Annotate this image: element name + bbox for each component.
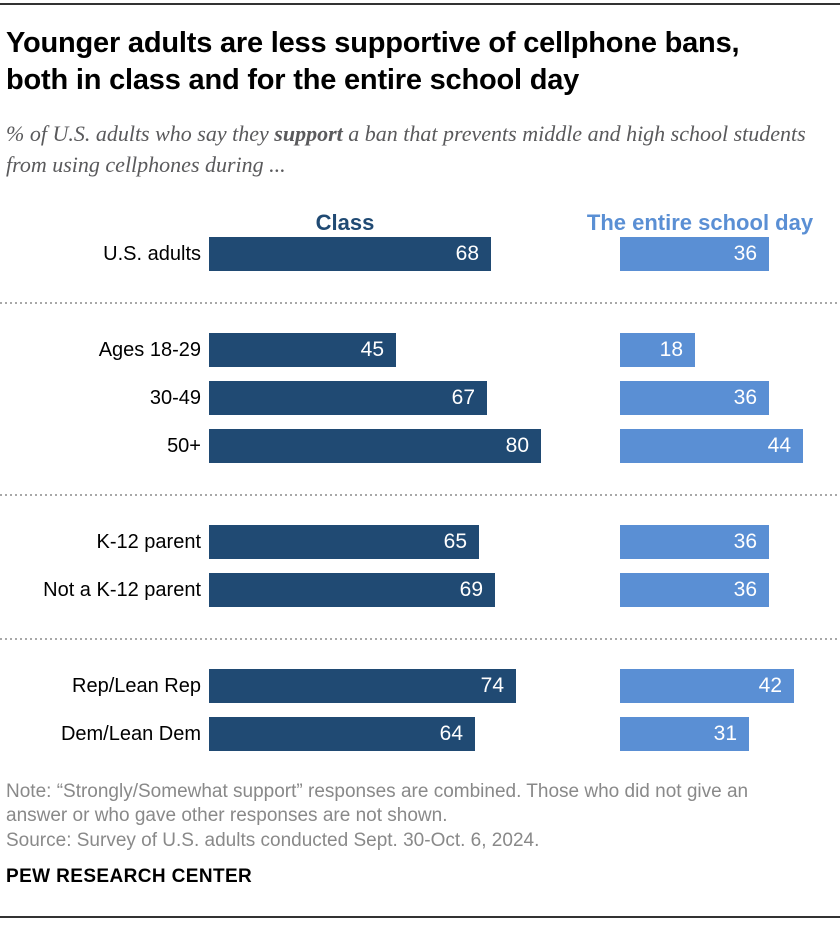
school-day-bar-value: 18 <box>659 338 683 361</box>
class-bar: 69 <box>209 573 495 607</box>
school-day-bar-value: 31 <box>713 722 737 745</box>
class-bar-value: 67 <box>451 386 475 409</box>
subtitle-suffix: a ban that prevents middle and high scho… <box>6 121 806 177</box>
school-day-bar-value: 36 <box>733 530 757 553</box>
row-label: 50+ <box>167 435 201 457</box>
row-label: 30-49 <box>149 387 201 409</box>
chart-row: 30-49 67 36 <box>0 381 840 415</box>
school-day-bar: 31 <box>620 717 749 751</box>
class-bar-value: 65 <box>443 530 467 553</box>
row-label: Ages 18-29 <box>98 339 201 361</box>
school-day-bar-value: 44 <box>767 434 791 457</box>
row-label: K-12 parent <box>96 531 201 553</box>
class-bar: 68 <box>209 237 491 271</box>
class-bar: 80 <box>209 429 541 463</box>
school-day-bar: 44 <box>620 429 803 463</box>
school-day-bar-value: 36 <box>733 386 757 409</box>
class-bar: 65 <box>209 525 479 559</box>
class-bar-value: 45 <box>360 338 384 361</box>
class-bar-value: 64 <box>439 722 463 745</box>
subtitle-bold-word: support <box>274 121 343 146</box>
class-bar-value: 69 <box>459 578 483 601</box>
chart-row: Rep/Lean Rep 74 42 <box>0 669 840 703</box>
school-day-bar: 18 <box>620 333 695 367</box>
group-separator <box>0 302 840 304</box>
column-header-school-day: The entire school day <box>586 210 814 235</box>
chart-row: U.S. adults 68 36 <box>0 237 840 271</box>
row-label: Dem/Lean Dem <box>60 723 201 745</box>
group-separator <box>0 494 840 496</box>
chart-row: Dem/Lean Dem 64 31 <box>0 717 840 751</box>
row-label: Not a K-12 parent <box>43 579 201 601</box>
source-text: Source: Survey of U.S. adults conducted … <box>6 830 540 851</box>
class-bar: 67 <box>209 381 487 415</box>
top-rule <box>0 3 840 5</box>
class-bar: 64 <box>209 717 475 751</box>
school-day-bar: 36 <box>620 525 769 559</box>
school-day-bar: 36 <box>620 381 769 415</box>
group-separator <box>0 638 840 640</box>
chart-row: Not a K-12 parent 69 36 <box>0 573 840 607</box>
school-day-bar: 36 <box>620 573 769 607</box>
column-header-class: Class <box>315 210 375 235</box>
school-day-bar: 36 <box>620 237 769 271</box>
chart-title: Younger adults are less supportive of ce… <box>6 27 740 96</box>
school-day-bar: 42 <box>620 669 794 703</box>
school-day-bar-value: 42 <box>758 674 782 697</box>
class-bar-value: 80 <box>505 434 529 457</box>
class-bar-value: 74 <box>480 674 504 697</box>
subtitle-prefix: % of U.S. adults who say they <box>6 121 275 146</box>
bottom-rule <box>0 916 840 918</box>
row-label: U.S. adults <box>103 243 201 265</box>
chart-subtitle: % of U.S. adults who say they support a … <box>6 118 812 180</box>
row-label: Rep/Lean Rep <box>72 675 201 697</box>
school-day-bar-value: 36 <box>733 578 757 601</box>
class-bar: 74 <box>209 669 516 703</box>
brand-wordmark: PEW RESEARCH CENTER <box>6 866 253 887</box>
class-bar: 45 <box>209 333 396 367</box>
note-text: Note: “Strongly/Somewhat support” respon… <box>6 781 749 826</box>
class-bar-value: 68 <box>455 242 479 265</box>
chart-row: K-12 parent 65 36 <box>0 525 840 559</box>
chart-row: Ages 18-29 45 18 <box>0 333 840 367</box>
chart-row: 50+ 80 44 <box>0 429 840 463</box>
school-day-bar-value: 36 <box>733 242 757 265</box>
